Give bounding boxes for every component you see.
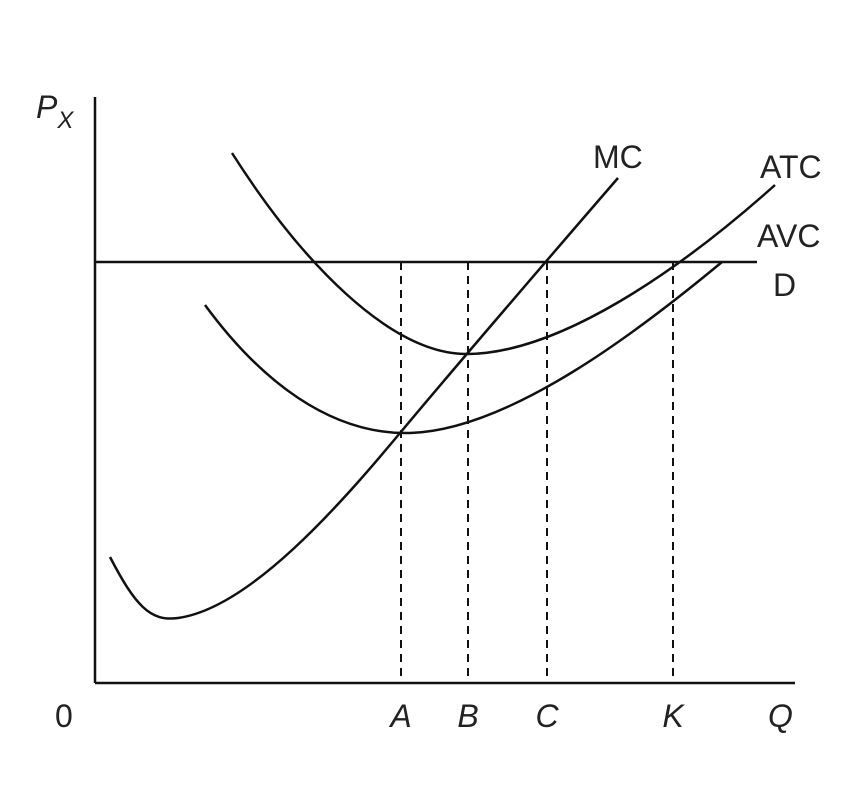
quantity-label: K bbox=[662, 698, 685, 734]
atc-curve bbox=[230, 152, 776, 356]
y-label-sub: X bbox=[56, 107, 74, 134]
y-label-main: P bbox=[36, 89, 58, 125]
atc-label: ATC bbox=[760, 149, 822, 185]
quantity-label: C bbox=[535, 698, 559, 734]
quantity-label: A bbox=[388, 698, 411, 734]
origin-label: 0 bbox=[55, 698, 73, 734]
mc-curve bbox=[108, 177, 619, 620]
mc-label: MC bbox=[593, 139, 643, 175]
demand-label: D bbox=[773, 267, 796, 303]
avc-curve bbox=[203, 261, 723, 435]
x-axis-label: Q bbox=[768, 698, 793, 734]
quantity-label: B bbox=[457, 698, 478, 734]
y-axis-label: PX bbox=[36, 89, 74, 134]
avc-label: AVC bbox=[757, 218, 820, 254]
